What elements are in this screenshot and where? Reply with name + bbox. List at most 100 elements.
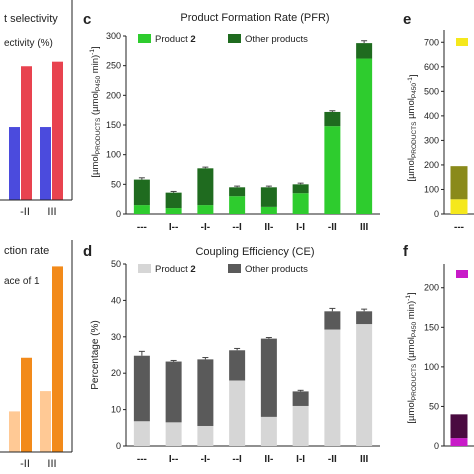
y-tick-label: 0 — [116, 209, 121, 219]
panel-c-title: Product Formation Rate (PFR) — [180, 12, 329, 24]
bar-segment — [356, 43, 373, 59]
ylabel-subscript: PRODUCTS — [411, 121, 418, 158]
panel-d: d Coupling Efficiency (CE) Percentage (%… — [83, 243, 380, 465]
panel-d-title: Coupling Efficiency (CE) — [195, 246, 314, 258]
ylabel-text: min) — [406, 301, 417, 322]
x-tick-label: -I- — [201, 222, 210, 233]
bar-segment — [324, 329, 341, 446]
bar-segment — [292, 184, 309, 194]
panel-b-legend: ace of 1 — [4, 276, 40, 287]
y-tick-label: 600 — [424, 62, 439, 72]
legend-text: Product — [155, 34, 190, 45]
bar — [21, 66, 32, 201]
bar-segment — [197, 168, 214, 206]
panel-d-ylabel: Percentage (%) — [90, 320, 101, 389]
x-tick-label: --- — [454, 222, 464, 233]
x-tick-label: III — [360, 454, 369, 465]
y-tick-label: 250 — [106, 61, 121, 71]
bar-segment — [450, 438, 468, 446]
panel-b-bars — [9, 266, 63, 452]
panel-e-bars — [450, 166, 468, 214]
y-tick-label: 200 — [424, 283, 439, 293]
x-tick-label: --I — [232, 222, 242, 233]
panel-e-letter: e — [403, 11, 411, 28]
x-tick-label: I-- — [169, 222, 178, 233]
ylabel-subscript: PRODUCTS — [95, 117, 102, 154]
panel-f-legend-swatch — [456, 270, 468, 278]
y-tick-label: 0 — [116, 441, 121, 451]
bar — [52, 61, 63, 201]
legend-label: Product 2 — [155, 264, 196, 275]
x-tick-label: -II — [328, 222, 337, 233]
ylabel-superscript: -1 — [405, 295, 412, 301]
ylabel-superscript: -1 — [407, 77, 414, 83]
panel-b-tick-label: -II — [20, 458, 30, 470]
y-tick-label: 100 — [424, 184, 439, 194]
y-tick-label: 150 — [106, 120, 121, 130]
x-tick-label: III — [360, 222, 369, 233]
legend-label: Other products — [245, 264, 308, 275]
x-tick-label: II- — [264, 454, 273, 465]
bar-segment — [133, 355, 150, 422]
bar-segment — [165, 208, 182, 214]
bar-segment — [133, 179, 150, 206]
panel-f-ylabel: [µmolPRODUCTS (µmolP450 min)-1] — [405, 292, 418, 423]
x-tick-label: I-- — [169, 454, 178, 465]
x-tick-label: --I — [232, 454, 242, 465]
bar-segment — [260, 187, 277, 207]
bar-segment — [260, 206, 277, 214]
panel-e-ylabel: [µmolPRODUCTS µmolP450-1] — [406, 75, 419, 182]
y-tick-label: 40 — [111, 295, 121, 305]
bar-segment — [197, 205, 214, 214]
panel-d-letter: d — [83, 243, 92, 260]
bar — [40, 127, 51, 200]
x-tick-label: I-I — [296, 222, 305, 233]
bar-segment — [356, 58, 373, 215]
panel-c: c Product Formation Rate (PFR) [µmolPROD… — [83, 11, 380, 233]
ylabel-subscript: P450 — [411, 322, 418, 338]
y-tick-label: 500 — [424, 86, 439, 96]
panel-b-tick-label: III — [47, 458, 56, 470]
bar-segment — [324, 311, 341, 330]
y-tick-label: 100 — [106, 150, 121, 160]
panel-d-axes: 0 10 20 30 40 50 --- I-- -I- --I II- I-I -II III — [111, 259, 380, 465]
bar-segment — [292, 193, 309, 214]
y-tick-label: 400 — [424, 111, 439, 121]
bar-segment — [229, 187, 246, 197]
legend-text-bold: 2 — [190, 34, 195, 45]
bar-segment — [133, 205, 150, 214]
panel-a-ylabel: ectivity (%) — [4, 38, 53, 49]
y-tick-label: 50 — [429, 401, 439, 411]
x-tick-label: -I- — [201, 454, 210, 465]
bar-segment — [260, 338, 277, 417]
bar — [21, 357, 32, 452]
bar-segment — [165, 361, 182, 423]
panel-a: t selectivity ectivity (%) -II III — [0, 0, 73, 218]
panel-f-letter: f — [403, 243, 409, 260]
bar — [52, 266, 63, 452]
bar-segment — [229, 196, 246, 214]
legend-label: Product 2 — [155, 34, 196, 45]
bar-segment — [450, 166, 468, 200]
ylabel-text: min) — [90, 55, 101, 76]
legend-text: Product — [155, 264, 190, 275]
ylabel-text: ] — [90, 46, 101, 49]
bar-segment — [292, 405, 309, 446]
bar — [40, 391, 51, 452]
x-tick-label: --- — [137, 222, 147, 233]
bar-segment — [229, 380, 246, 446]
bar-segment — [260, 416, 277, 446]
y-tick-label: 300 — [424, 135, 439, 145]
panel-b: ction rate ace of 1 -II III — [0, 240, 73, 470]
x-tick-label: I-I — [296, 454, 305, 465]
y-tick-label: 30 — [111, 332, 121, 342]
legend-swatch — [138, 34, 151, 43]
x-tick-label: --- — [137, 454, 147, 465]
y-tick-label: 200 — [106, 90, 121, 100]
panel-b-title: ction rate — [4, 245, 49, 257]
bar-segment — [324, 126, 341, 214]
y-tick-label: 300 — [106, 31, 121, 41]
y-tick-label: 20 — [111, 368, 121, 378]
y-tick-label: 50 — [111, 259, 121, 269]
y-tick-label: 700 — [424, 37, 439, 47]
